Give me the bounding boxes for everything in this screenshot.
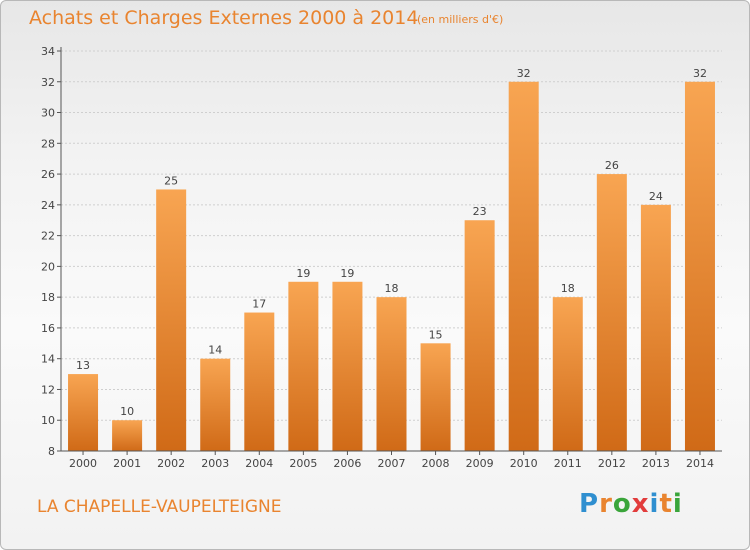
y-tick-label: 12 [41,383,55,396]
x-tick-label-2012: 2012 [598,457,626,470]
y-tick-label: 18 [41,291,55,304]
bar-2003 [200,358,231,451]
value-label-2002: 25 [164,174,178,187]
value-label-2011: 18 [561,282,575,295]
logo-letter: o [612,489,632,519]
logo-letter: i [672,489,683,519]
value-label-2013: 24 [649,190,663,203]
value-label-2014: 32 [693,67,707,80]
x-tick-label-2007: 2007 [378,457,406,470]
x-tick-label-2000: 2000 [69,457,97,470]
x-tick-label-2011: 2011 [554,457,582,470]
value-label-2003: 14 [208,344,222,357]
bar-2005 [288,281,319,451]
bar-2001 [112,420,143,451]
chart-title: Achats et Charges Externes 2000 à 2014 [29,7,419,29]
logo-letter: i [649,489,660,519]
value-label-2010: 32 [517,67,531,80]
y-tick-label: 20 [41,260,55,273]
axes [57,47,722,455]
x-tick-label-2009: 2009 [466,457,494,470]
chart-subtitle: (en milliers d'€) [417,13,504,26]
value-label-2000: 13 [76,359,90,372]
value-label-2012: 26 [605,159,619,172]
x-tick-label-2002: 2002 [157,457,185,470]
y-tick-label: 16 [41,322,55,335]
logo-letter: x [631,489,650,519]
y-tick-label: 26 [41,168,55,181]
y-tick-label: 22 [41,230,55,243]
x-tick-label-2010: 2010 [510,457,538,470]
x-tick-label-2001: 2001 [113,457,141,470]
y-tick-label: 10 [41,414,55,427]
x-tick-label-2005: 2005 [289,457,317,470]
value-label-2008: 15 [429,328,443,341]
bar-2014 [684,81,715,452]
x-tick-label-2013: 2013 [642,457,670,470]
value-label-2001: 10 [120,405,134,418]
value-label-2009: 23 [473,205,487,218]
logo-letter: t [659,489,673,519]
value-label-2004: 17 [252,298,266,311]
bar-2008 [420,343,451,451]
x-tick-label-2003: 2003 [201,457,229,470]
bar-2012 [596,174,627,452]
value-label-2006: 19 [340,267,354,280]
bar-2010 [508,81,539,452]
y-tick-label: 28 [41,137,55,150]
bars [68,81,715,452]
y-tick-label: 8 [48,445,55,458]
logo-letter: P [579,489,600,519]
bar-2002 [156,189,187,451]
bar-2007 [376,297,407,451]
bar-2011 [552,297,583,451]
bar-2004 [244,312,275,451]
y-tick-label: 34 [41,45,55,58]
proxiti-logo: Proxiti [579,489,683,519]
y-tick-label: 14 [41,353,55,366]
logo-letter: r [599,489,613,519]
value-label-2007: 18 [385,282,399,295]
y-tick-label: 32 [41,76,55,89]
bar-2006 [332,281,363,451]
bar-2013 [640,204,671,451]
labels: 8 10 12 14 16 18 20 22 24 26 28 30 32 34 13 2000 10 2001 2… [41,45,714,470]
y-tick-label: 30 [41,107,55,120]
commune-name: LA CHAPELLE-VAUPELTEIGNE [37,497,282,517]
y-tick-label: 24 [41,199,55,212]
x-tick-label-2008: 2008 [422,457,450,470]
x-tick-label-2004: 2004 [245,457,273,470]
value-label-2005: 19 [296,267,310,280]
x-tick-label-2014: 2014 [686,457,714,470]
bar-2000 [68,374,99,451]
bar-2009 [464,220,495,451]
x-tick-label-2006: 2006 [333,457,361,470]
